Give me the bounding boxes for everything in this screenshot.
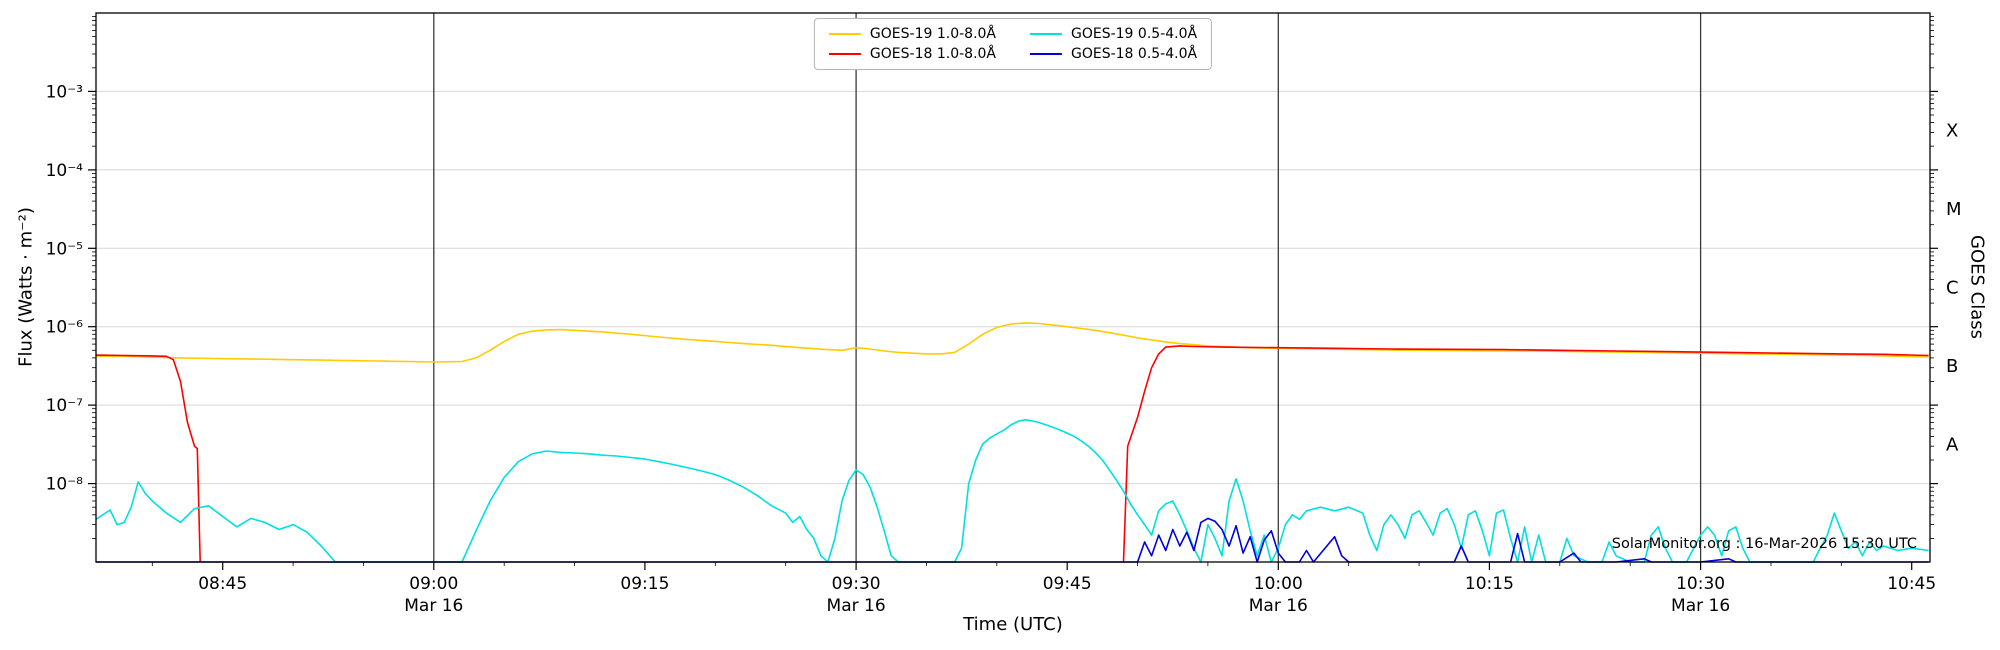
x-tick-label: 10:30: [1676, 574, 1725, 594]
legend-swatch-goes18-short: [1030, 52, 1062, 56]
legend-swatch-goes19-short: [1030, 32, 1062, 36]
x-tick-label: 09:00: [409, 574, 458, 594]
legend-label-goes19-long: GOES-19 1.0-8.0Å: [869, 26, 996, 42]
plot-border: [95, 12, 1931, 563]
legend-label-goes18-short: GOES-18 0.5-4.0Å: [1071, 46, 1198, 62]
x-tick-label: 10:15: [1465, 574, 1514, 594]
goes-class-letter: X: [1946, 121, 1958, 142]
legend-entry-goes18-short: GOES-18 0.5-4.0Å: [1030, 46, 1197, 62]
x-tick-label: 08:45: [198, 574, 247, 594]
x-axis-label: Time (UTC): [963, 614, 1063, 635]
series-goes19-long: [96, 322, 1929, 363]
x-tick-sublabel: Mar 16: [1671, 596, 1730, 616]
x-tick-label: 09:30: [832, 574, 881, 594]
series-goes19-short: [95, 418, 1929, 563]
goes-class-letter: M: [1946, 199, 1962, 220]
x-tick-sublabel: Mar 16: [827, 596, 886, 616]
y-tick-label: 10⁻⁶: [46, 318, 84, 338]
legend-entry-goes19-short: GOES-19 0.5-4.0Å: [1030, 26, 1197, 42]
legend-entry-goes19-long: GOES-19 1.0-8.0Å: [828, 26, 996, 42]
goes-class-letter: A: [1946, 434, 1959, 455]
series-goes18-long: [95, 354, 201, 563]
y-tick-label: 10⁻⁷: [46, 396, 84, 416]
legend-swatch-goes19-long: [828, 32, 861, 36]
y-tick-label: 10⁻⁴: [46, 161, 84, 181]
x-tick-label: 09:45: [1043, 574, 1092, 594]
legend-label-goes18-long: GOES-18 1.0-8.0Å: [869, 46, 996, 62]
x-tick-sublabel: Mar 16: [404, 596, 463, 616]
y-tick-label: 10⁻⁵: [46, 239, 83, 259]
y-tick-label: 10⁻⁸: [46, 475, 84, 495]
x-tick-label: 09:15: [620, 574, 669, 594]
x-tick-label: 10:45: [1887, 574, 1936, 594]
legend: GOES-19 1.0-8.0Å GOES-18 1.0-8.0Å GOES-19 …: [813, 18, 1213, 70]
y-axis-label: Flux (Watts · m⁻²): [15, 207, 37, 367]
x-tick-label: 10:00: [1254, 574, 1303, 594]
watermark: SolarMonitor.org : 16-Mar-2026 15:30 UTC: [1611, 536, 1917, 552]
y-tick-label: 10⁻³: [46, 82, 83, 102]
legend-label-goes19-short: GOES-19 0.5-4.0Å: [1071, 26, 1198, 42]
legend-entry-goes18-long: GOES-18 1.0-8.0Å: [828, 46, 996, 62]
goes-class-letter: C: [1946, 278, 1959, 299]
legend-entries: GOES-19 1.0-8.0Å GOES-18 1.0-8.0Å GOES-19 …: [828, 26, 1197, 62]
series-goes18-long: [1122, 345, 1929, 563]
right-axis-label: GOES Class: [1966, 235, 1988, 339]
x-tick-sublabel: Mar 16: [1249, 596, 1308, 616]
legend-swatch-goes18-long: [828, 52, 861, 56]
goes-class-letter: B: [1946, 356, 1958, 377]
